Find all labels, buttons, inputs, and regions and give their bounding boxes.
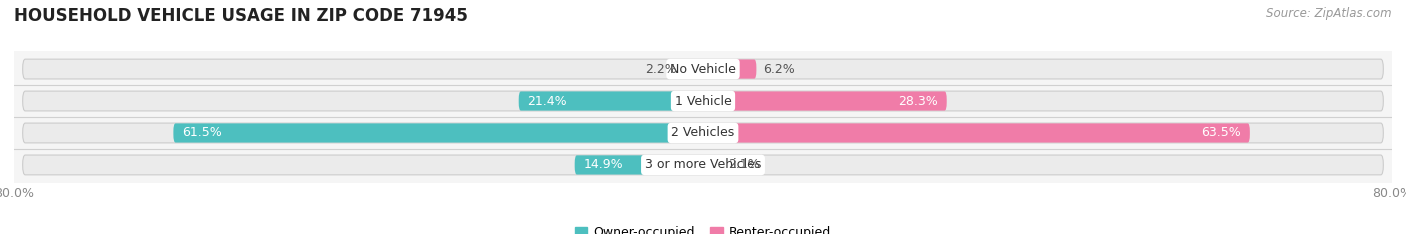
Legend: Owner-occupied, Renter-occupied: Owner-occupied, Renter-occupied xyxy=(569,221,837,234)
Text: 63.5%: 63.5% xyxy=(1202,127,1241,139)
Text: HOUSEHOLD VEHICLE USAGE IN ZIP CODE 71945: HOUSEHOLD VEHICLE USAGE IN ZIP CODE 7194… xyxy=(14,7,468,25)
FancyBboxPatch shape xyxy=(519,91,703,111)
FancyBboxPatch shape xyxy=(703,155,721,175)
FancyBboxPatch shape xyxy=(703,91,946,111)
Text: 3 or more Vehicles: 3 or more Vehicles xyxy=(645,158,761,172)
Text: 21.4%: 21.4% xyxy=(527,95,567,107)
FancyBboxPatch shape xyxy=(703,59,756,79)
FancyBboxPatch shape xyxy=(22,91,1384,111)
Text: 28.3%: 28.3% xyxy=(898,95,938,107)
Text: No Vehicle: No Vehicle xyxy=(671,62,735,76)
FancyBboxPatch shape xyxy=(703,123,1250,143)
FancyBboxPatch shape xyxy=(22,155,1384,175)
Text: Source: ZipAtlas.com: Source: ZipAtlas.com xyxy=(1267,7,1392,20)
Text: 6.2%: 6.2% xyxy=(763,62,794,76)
Text: 2.2%: 2.2% xyxy=(645,62,678,76)
FancyBboxPatch shape xyxy=(173,123,703,143)
FancyBboxPatch shape xyxy=(22,123,1384,143)
FancyBboxPatch shape xyxy=(685,59,703,79)
Text: 2.1%: 2.1% xyxy=(728,158,759,172)
Text: 1 Vehicle: 1 Vehicle xyxy=(675,95,731,107)
FancyBboxPatch shape xyxy=(22,59,1384,79)
Text: 61.5%: 61.5% xyxy=(181,127,222,139)
Text: 14.9%: 14.9% xyxy=(583,158,623,172)
Text: 2 Vehicles: 2 Vehicles xyxy=(672,127,734,139)
FancyBboxPatch shape xyxy=(575,155,703,175)
